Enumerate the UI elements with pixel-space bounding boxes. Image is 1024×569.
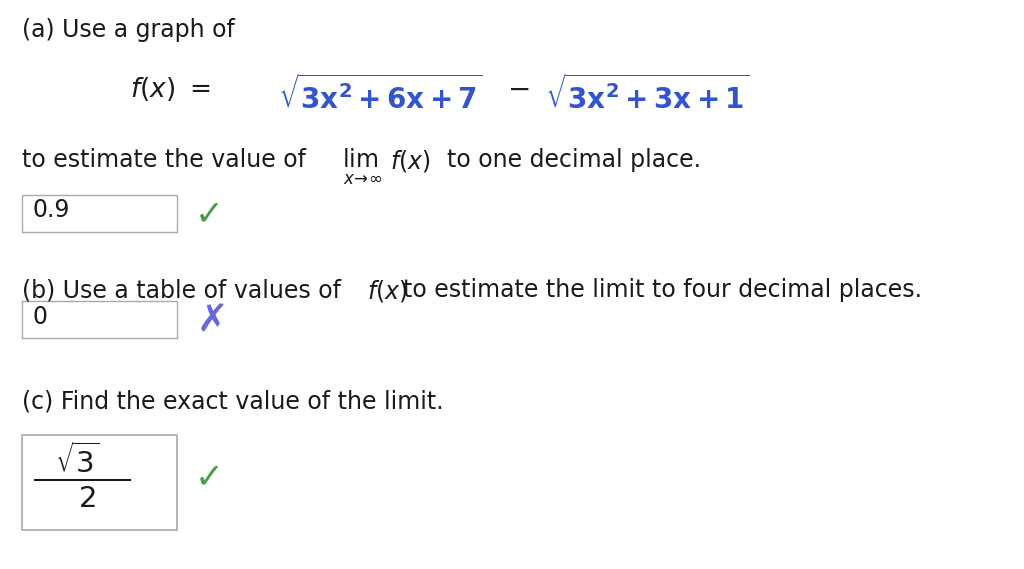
- Text: $2$: $2$: [78, 485, 95, 513]
- Text: 0.9: 0.9: [32, 198, 70, 222]
- Text: 0: 0: [32, 305, 47, 329]
- Text: ✓: ✓: [195, 197, 224, 231]
- Text: $\sqrt{3}$: $\sqrt{3}$: [55, 443, 99, 479]
- Text: $\mathit{f}(\mathit{x})\ =$: $\mathit{f}(\mathit{x})\ =$: [130, 75, 210, 103]
- Text: $-$: $-$: [507, 75, 529, 103]
- Text: to estimate the limit to four decimal places.: to estimate the limit to four decimal pl…: [403, 278, 922, 302]
- Text: $x\!\rightarrow\!\infty$: $x\!\rightarrow\!\infty$: [343, 170, 382, 188]
- Text: ✗: ✗: [197, 304, 228, 340]
- Text: $\mathbf{\sqrt{3x^2+3x+1}}$: $\mathbf{\sqrt{3x^2+3x+1}}$: [545, 75, 750, 114]
- Text: (b) Use a table of values of: (b) Use a table of values of: [22, 278, 341, 302]
- Text: $\mathit{f}(\mathit{x})$: $\mathit{f}(\mathit{x})$: [367, 278, 408, 304]
- FancyBboxPatch shape: [22, 435, 177, 530]
- FancyBboxPatch shape: [22, 301, 177, 338]
- Text: $\mathit{f}(\mathit{x})$: $\mathit{f}(\mathit{x})$: [390, 148, 431, 174]
- Text: (c) Find the exact value of the limit.: (c) Find the exact value of the limit.: [22, 390, 443, 414]
- Text: to one decimal place.: to one decimal place.: [447, 148, 701, 172]
- Text: ✓: ✓: [195, 460, 224, 494]
- Text: to estimate the value of: to estimate the value of: [22, 148, 306, 172]
- Text: (a) Use a graph of: (a) Use a graph of: [22, 18, 234, 42]
- Text: $\mathrm{lim}$: $\mathrm{lim}$: [342, 148, 378, 172]
- FancyBboxPatch shape: [22, 195, 177, 232]
- Text: $\mathbf{\sqrt{3x^2+6x+7}}$: $\mathbf{\sqrt{3x^2+6x+7}}$: [278, 75, 482, 114]
